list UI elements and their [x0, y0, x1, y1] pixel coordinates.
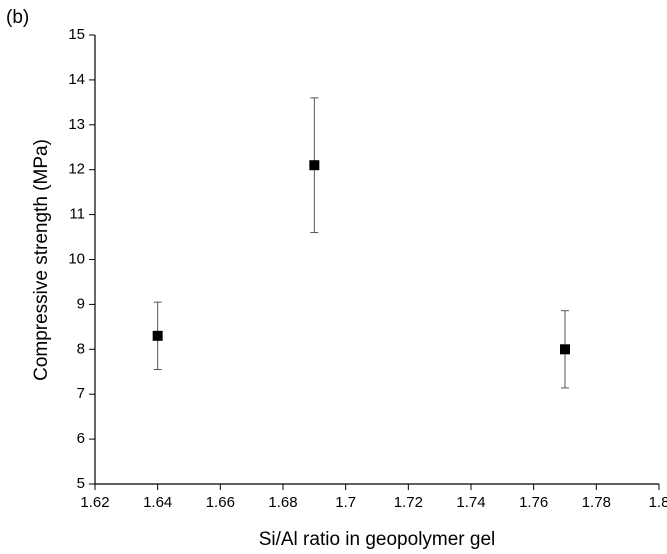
x-axis-label: Si/Al ratio in geopolymer gel	[259, 529, 496, 550]
x-tick-label: 1.8	[649, 494, 667, 511]
y-tick-label: 12	[68, 161, 85, 178]
point	[309, 160, 320, 171]
y-tick-label: 13	[68, 116, 85, 133]
y-tick-label: 5	[77, 475, 85, 492]
x-tick-label: 1.74	[456, 494, 485, 511]
x-tick-label: 1.7	[335, 494, 356, 511]
y-tick-label: 14	[68, 71, 85, 88]
y-axis-label: Compressive strength (MPa)	[31, 139, 52, 381]
y-tick-label: 15	[68, 26, 85, 43]
y-tick-label: 7	[77, 385, 85, 402]
y-tick-label: 9	[77, 295, 85, 312]
panel-label: (b)	[6, 7, 29, 28]
x-tick-label: 1.66	[206, 494, 235, 511]
y-tick-label: 8	[77, 340, 85, 357]
x-tick-label: 1.78	[582, 494, 611, 511]
point	[560, 344, 570, 355]
point	[152, 330, 163, 341]
y-tick-label: 11	[69, 206, 85, 223]
y-tick-label: 10	[68, 250, 85, 267]
x-tick-label: 1.68	[268, 494, 297, 511]
x-tick-label: 1.72	[394, 494, 423, 511]
x-tick-label: 1.62	[80, 494, 109, 511]
y-tick-label: 6	[77, 430, 85, 447]
x-tick-label: 1.76	[519, 494, 548, 511]
x-tick-label: 1.64	[143, 494, 172, 511]
